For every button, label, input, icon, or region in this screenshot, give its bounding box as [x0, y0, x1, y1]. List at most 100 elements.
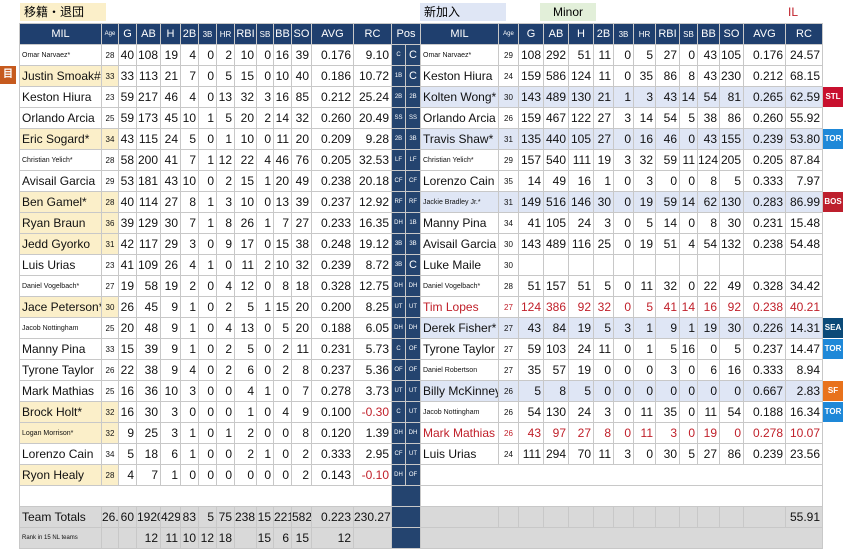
stat-ab: 181 [136, 170, 161, 192]
stat-t: 0 [613, 65, 634, 87]
stat-rbi: 0 [234, 464, 257, 486]
side-badge: 目 [0, 66, 16, 84]
pos-row: CF CF [391, 170, 421, 192]
stat-hr: 19 [633, 191, 656, 213]
stat-bb: 0 [273, 464, 292, 486]
stat-hr: 13 [216, 86, 235, 108]
pos-right: C [405, 65, 421, 87]
totals-empty [655, 506, 680, 528]
stat-t: 0 [198, 44, 217, 66]
player-name: Eric Sogard* [19, 128, 102, 150]
stat-ab: 8 [543, 380, 569, 402]
player-name: Tyrone Taylor [19, 359, 102, 381]
stat-avg: 0.667 [743, 380, 786, 402]
stat-so: 32 [291, 107, 312, 129]
stat-bb: 10 [273, 65, 292, 87]
player-name: Luis Urias [420, 443, 499, 465]
stat-bb: 2 [273, 359, 292, 381]
stat-age: 30 [498, 86, 519, 108]
stat-ab: 25 [136, 422, 161, 444]
col-header-avg: AVG [311, 23, 354, 45]
stat-bb: 8 [697, 170, 720, 192]
stat-age: 26 [498, 380, 519, 402]
stat-rc: 14.31 [785, 317, 823, 339]
stat-rbi: 43 [655, 86, 680, 108]
stat-age: 26 [101, 359, 119, 381]
new-arrivals-tag: 新加入 [420, 3, 506, 21]
stat-t: 0 [198, 128, 217, 150]
stat-hr: 0 [216, 254, 235, 276]
stat-g: 43 [518, 317, 544, 339]
rank-avg: 12 [311, 527, 354, 549]
stat-so: 38 [291, 233, 312, 255]
stat-h: 146 [568, 191, 594, 213]
stat-rc: 23.56 [785, 443, 823, 465]
stat-sb: 0 [679, 380, 698, 402]
stat-g: 5 [118, 443, 137, 465]
table-row: Avisail Garcia 30 143 489 116 25 0 19 51 4 54 132 0.… [420, 233, 823, 255]
table-row: Tim Lopes 27 124 386 92 32 0 5 41 14 16 92 0.238 40.2… [420, 296, 823, 318]
rank-so: 15 [291, 527, 312, 549]
stat-so: 32 [291, 254, 312, 276]
stat-h: 116 [568, 233, 594, 255]
stat-rc: 12.75 [353, 275, 392, 297]
right-totals-row: 55.91 [420, 506, 823, 528]
pos-header: Pos [391, 23, 421, 45]
col-header-rbi: RBI [655, 23, 680, 45]
stat-bb: 0 [273, 422, 292, 444]
right-totals-rc: 55.91 [785, 506, 823, 528]
stat-rc: 54.48 [785, 233, 823, 255]
stat-avg: 0.278 [311, 380, 354, 402]
stat-rbi: 32 [234, 86, 257, 108]
stat-d: 11 [593, 338, 614, 360]
stat-d: 1 [180, 443, 199, 465]
player-name: Mark Mathias [19, 380, 102, 402]
stat-hr: 3 [633, 86, 656, 108]
player-name: Lorenzo Cain [420, 170, 499, 192]
stat-bb: 19 [697, 422, 720, 444]
stat-g: 14 [518, 170, 544, 192]
stat-h: 24 [160, 128, 181, 150]
stat-hr: 5 [633, 44, 656, 66]
stat-rc: 16.34 [785, 401, 823, 423]
stat-g: 40 [118, 44, 137, 66]
stat-t: 0 [198, 275, 217, 297]
stat-so: 11 [291, 338, 312, 360]
player-name: Keston Hiura [420, 65, 499, 87]
stat-avg [743, 254, 786, 276]
stat-d: 1 [180, 296, 199, 318]
table-row: Jackie Bradley Jr.* 31 149 516 146 30 0 19 59 14 6… [420, 191, 823, 213]
pos-left: UT [391, 296, 406, 318]
table-row: Lorenzo Cain 35 14 49 16 1 0 3 0 0 8 5 0.333 7.97 [420, 170, 823, 192]
stat-ab: 129 [136, 212, 161, 234]
stat-hr: 1 [216, 128, 235, 150]
table-row: Orlando Arcia 25 59 173 45 10 1 5 20 2 14 32 0.260 20… [19, 107, 392, 129]
stat-rbi: 20 [234, 107, 257, 129]
col-header-hr: HR [216, 23, 235, 45]
table-row: Keston Hiura 23 59 217 46 4 0 13 32 3 16 85 0.212 25.… [19, 86, 392, 108]
table-row: Ryon Healy 28 4 7 1 0 0 0 0 0 0 2 0.143 -0.10 [19, 464, 392, 486]
stat-ab: 97 [543, 422, 569, 444]
table-row: Billy McKinney* 26 5 8 5 0 0 0 0 0 0 0 0.667 2.83 [420, 380, 823, 402]
stat-t: 0 [198, 401, 217, 423]
pos-filler [391, 527, 421, 549]
stat-hr: 0 [633, 443, 656, 465]
stat-h: 9 [160, 296, 181, 318]
left-header-row: MIL Age G AB H 2B 3B HR RBI SB BB SO AVG RC [19, 23, 392, 45]
stat-h: 27 [568, 422, 594, 444]
stat-sb: 1 [256, 296, 274, 318]
stat-ab: 39 [136, 338, 161, 360]
col-header-g: G [518, 23, 544, 45]
stat-sb: 0 [256, 464, 274, 486]
col-header-ab: AB [543, 23, 569, 45]
player-name: Tyrone Taylor [420, 338, 499, 360]
stat-avg: 0.233 [311, 212, 354, 234]
stat-avg: 0.238 [743, 233, 786, 255]
stat-so: 27 [291, 212, 312, 234]
stat-h: 9 [160, 359, 181, 381]
totals-bb: 221 [273, 506, 292, 528]
totals-rc: 230.27 [353, 506, 392, 528]
pos-left: CF [391, 443, 406, 465]
stat-rbi: 15 [234, 65, 257, 87]
